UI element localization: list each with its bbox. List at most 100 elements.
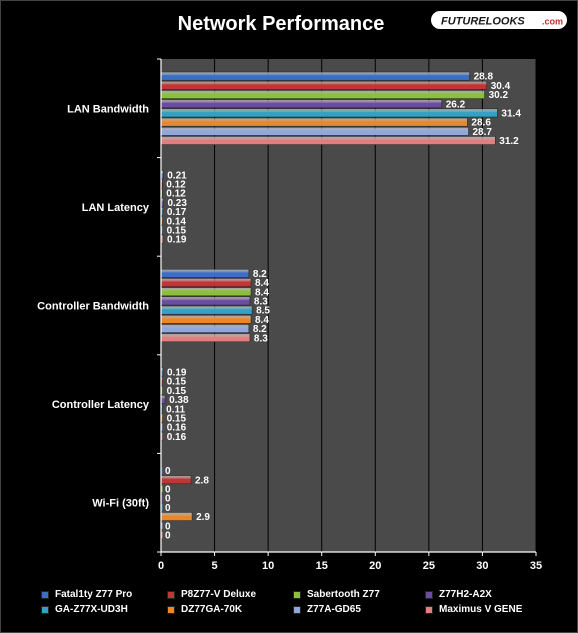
data-label: 0 <box>165 466 171 477</box>
bar <box>160 305 253 315</box>
bar <box>161 495 163 502</box>
bar <box>160 108 498 118</box>
data-label: 0.38 <box>169 395 189 406</box>
legend-label: P8Z77-V Deluxe <box>181 589 257 600</box>
legend-item: Sabertooth Z77 <box>293 589 425 600</box>
data-label: 0.15 <box>167 386 187 397</box>
x-tick-label: 15 <box>316 560 328 572</box>
data-label: 0.19 <box>167 368 187 379</box>
data-label: 30.2 <box>489 90 509 101</box>
x-tick-label: 5 <box>212 560 218 572</box>
data-label: 0.12 <box>166 180 186 191</box>
legend-label: GA-Z77X-UD3H <box>55 604 128 615</box>
logo-suffix: .com <box>542 17 563 27</box>
bar <box>160 278 252 287</box>
legend-swatch <box>425 605 433 614</box>
category-label: Controller Bandwidth <box>37 301 149 313</box>
logo-text: FUTURELOOKS <box>441 16 525 28</box>
legend-item: GA-Z77X-UD3H <box>41 604 167 615</box>
data-label: 0.15 <box>167 226 187 237</box>
data-label: 31.4 <box>501 109 521 120</box>
bar <box>160 287 252 297</box>
data-label: 8.4 <box>255 315 269 326</box>
bar <box>160 126 469 136</box>
x-tick-label: 0 <box>158 560 164 572</box>
category-label: LAN Bandwidth <box>67 103 149 115</box>
bar <box>161 522 163 529</box>
legend-label: Fatal1ty Z77 Pro <box>55 589 133 600</box>
bar <box>160 99 442 109</box>
legend-swatch <box>293 590 301 599</box>
bar <box>161 485 163 492</box>
data-label: 2.9 <box>196 512 210 523</box>
data-label: 8.5 <box>256 306 270 317</box>
data-label: 28.7 <box>473 127 493 138</box>
category-label: LAN Latency <box>82 202 150 214</box>
bar <box>160 136 496 145</box>
data-label: 28.6 <box>471 118 491 129</box>
data-label: 0 <box>165 521 171 532</box>
data-label: 0.17 <box>167 207 187 218</box>
legend-swatch <box>167 590 175 599</box>
x-tick-label: 20 <box>369 560 381 572</box>
bar <box>161 467 163 474</box>
category-label: Wi-Fi (30ft) <box>92 498 149 510</box>
data-label: 30.4 <box>491 81 511 92</box>
legend-label: Z77A-GD65 <box>307 604 361 615</box>
legend-swatch <box>41 590 49 599</box>
data-label: 0.15 <box>167 414 187 425</box>
data-label: 0.16 <box>167 432 187 443</box>
bar <box>161 504 163 511</box>
bar <box>160 296 251 306</box>
data-label: 26.2 <box>446 99 466 110</box>
legend-item: Z77H2-A2X <box>425 589 555 600</box>
data-label: 0 <box>165 485 171 496</box>
legend-swatch <box>41 605 49 614</box>
bar <box>160 324 250 333</box>
data-label: 0.23 <box>167 198 187 209</box>
legend-label: DZ77GA-70K <box>181 604 243 615</box>
bar <box>160 395 166 404</box>
data-label: 8.3 <box>254 297 268 308</box>
data-label: 28.8 <box>474 72 494 83</box>
x-tick-label: 35 <box>530 560 542 572</box>
legend-swatch <box>167 605 175 614</box>
data-label: 0.11 <box>166 404 185 415</box>
bar <box>160 117 468 127</box>
x-tick-label: 10 <box>262 560 274 572</box>
bar <box>160 333 251 343</box>
data-label: 8.4 <box>255 278 269 289</box>
data-label: 0.19 <box>167 235 187 246</box>
data-label: 0.15 <box>167 377 187 388</box>
data-label: 0.14 <box>167 216 187 227</box>
legend-item: Maximus V GENE <box>425 604 555 615</box>
bar <box>160 71 470 81</box>
bar <box>161 531 163 538</box>
legend-swatch <box>425 590 433 599</box>
bar <box>160 314 252 324</box>
legend-label: Maximus V GENE <box>439 604 523 615</box>
data-label: 0 <box>165 531 171 542</box>
data-label: 2.8 <box>195 475 209 486</box>
x-tick-label: 25 <box>423 560 435 572</box>
legend-label: Sabertooth Z77 <box>307 589 380 600</box>
data-label: 8.2 <box>253 269 267 280</box>
bar <box>160 475 192 485</box>
bar <box>160 512 193 521</box>
legend-swatch <box>293 605 301 614</box>
chart-title: Network Performance <box>177 13 385 35</box>
futurelooks-logo: FUTURELOOKS .com <box>431 11 567 29</box>
category-label: Controller Latency <box>52 399 150 411</box>
bar <box>160 268 250 278</box>
data-label: 0 <box>165 503 171 514</box>
data-label: 8.3 <box>254 333 268 344</box>
bar <box>160 90 485 99</box>
data-label: 0.21 <box>167 170 187 181</box>
chart-legend: Fatal1ty Z77 Pro P8Z77-V Deluxe Sabertooth… <box>41 589 561 615</box>
data-label: 0.16 <box>167 423 187 434</box>
legend-item: Fatal1ty Z77 Pro <box>41 589 167 600</box>
legend-item: Z77A-GD65 <box>293 604 425 615</box>
data-label: 8.2 <box>253 324 267 335</box>
